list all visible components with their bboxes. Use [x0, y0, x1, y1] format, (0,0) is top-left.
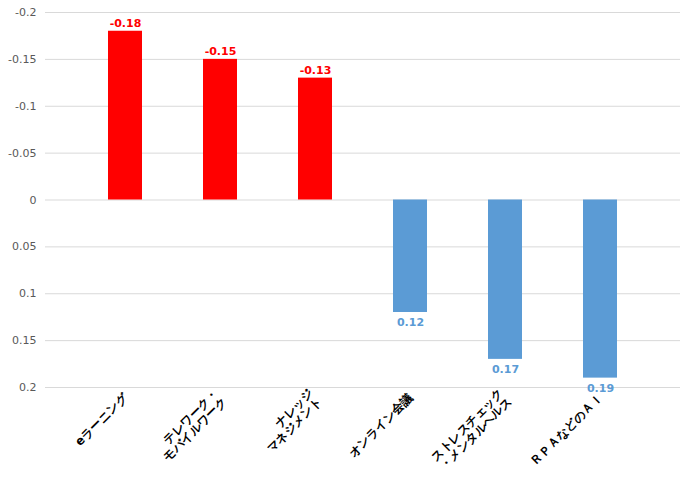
svg-text:テレワーク・モバイルワーク: テレワーク・モバイルワーク	[152, 386, 230, 464]
svg-text:-0.18: -0.18	[110, 17, 142, 30]
svg-text:-0.1: -0.1	[15, 100, 36, 113]
svg-text:ストレスチェック・メンタルヘルス: ストレスチェック・メンタルヘルス	[428, 386, 514, 472]
svg-text:オンライン会議: オンライン会議	[346, 390, 415, 459]
svg-text:-0.05: -0.05	[8, 147, 36, 160]
svg-text:0.2: 0.2	[19, 381, 37, 394]
svg-text:eラーニング: eラーニング	[72, 390, 131, 449]
svg-text:0: 0	[30, 194, 37, 207]
svg-text:0.15: 0.15	[12, 334, 37, 347]
svg-text:-0.13: -0.13	[300, 64, 332, 77]
svg-text:-0.2: -0.2	[15, 6, 36, 19]
svg-text:0.12: 0.12	[397, 316, 424, 329]
svg-text:ＲＰＡなどのＡＩ: ＲＰＡなどのＡＩ	[528, 390, 606, 468]
svg-text:0.05: 0.05	[12, 240, 37, 253]
svg-text:0.1: 0.1	[19, 287, 37, 300]
svg-text:ナレッジマネジメント: ナレッジマネジメント	[255, 386, 324, 455]
svg-text:0.17: 0.17	[492, 363, 519, 376]
svg-text:-0.15: -0.15	[8, 53, 36, 66]
svg-text:-0.15: -0.15	[205, 45, 237, 58]
svg-text:0.19: 0.19	[587, 382, 614, 395]
